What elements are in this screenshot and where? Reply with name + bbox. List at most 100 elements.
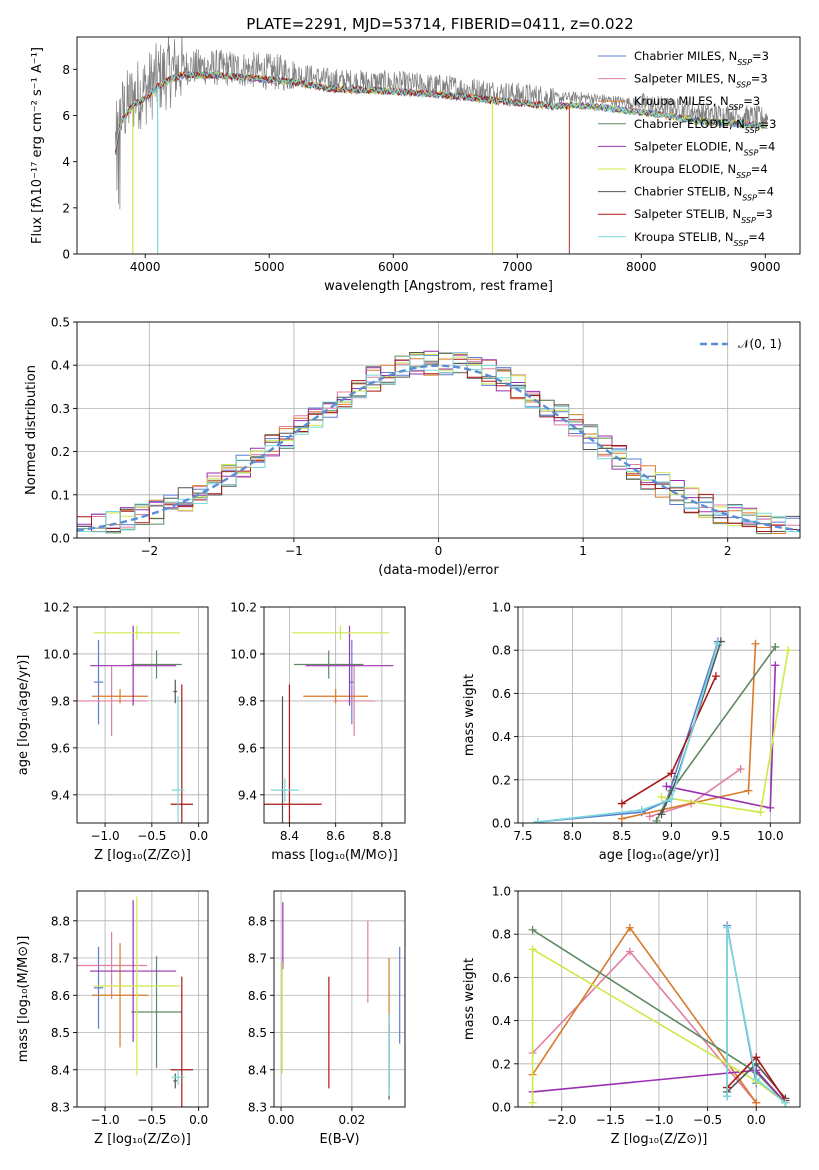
- panel-mass_weight_vs_Z: −2.0 −1.5 −1.0 −0.5 0.0 0.0 0.2 0.4 0.6 0.8 1.0 Z […: [462, 885, 801, 1147]
- weight-marker-kroupa_stelib: [723, 1092, 732, 1101]
- weight-marker-kroupa_stelib: [637, 806, 646, 815]
- x-tick-label: 9000: [750, 260, 781, 274]
- panel-age_vs_Z: −1.0 −0.5 0.0 9.4 9.6 9.8 10.0 10.2 Z [log₁₀(Z/Z…: [16, 601, 209, 863]
- y-tick-label: 9.4: [238, 788, 257, 802]
- grid: [518, 606, 800, 824]
- x-axis-label: wavelength [Angstrom, rest frame]: [324, 279, 553, 294]
- spectrum-model-salpeter_stelib: [114, 70, 570, 254]
- legend-label-kroupa_elodie: Kroupa ELODIE, NSSP=4: [634, 162, 768, 180]
- y-tick-label: 0.2: [492, 773, 511, 787]
- x-tick-label: 8.5: [612, 829, 631, 843]
- plot-area: [264, 625, 394, 823]
- x-tick-label: 0.02: [339, 1113, 366, 1127]
- weight-marker-chabrier_elodie: [771, 642, 780, 651]
- grid: [77, 606, 208, 823]
- x-tick-label: −0.5: [137, 1113, 166, 1127]
- y-axis-label: mass weight: [462, 674, 477, 756]
- y-tick-label: 8.7: [51, 952, 70, 966]
- spectrum-legend: Chabrier MILES, NSSP=3 Salpeter MILES, NS…: [598, 49, 776, 247]
- x-tick-label: 6000: [378, 260, 409, 274]
- x-tick-label: 0.0: [747, 1113, 766, 1127]
- weight-marker-kroupa_stelib: [781, 1098, 790, 1107]
- y-tick-label: 0.6: [492, 687, 511, 701]
- y-tick-label: 8.3: [248, 1101, 267, 1115]
- x-axis-label: (data-model)/error: [378, 563, 499, 578]
- spectrum-data-line: [115, 37, 769, 210]
- weight-marker-kroupa_elodie: [657, 793, 666, 802]
- y-tick-label: 0.6: [492, 971, 511, 985]
- weight-marker-salpeter_stelib: [752, 1053, 761, 1062]
- axes-frame: [517, 606, 801, 824]
- x-axis-label: Z [log₁₀(Z/Z⊙)]: [94, 848, 191, 863]
- weight-marker-kroupa_miles: [625, 923, 634, 932]
- x-tick-label: 8000: [626, 260, 657, 274]
- weight-line-kroupa_stelib: [726, 927, 786, 1104]
- histogram-kroupa_stelib: [77, 352, 800, 533]
- weight-marker-kroupa_miles: [744, 786, 753, 795]
- grid: [274, 891, 405, 1108]
- legend-label-chabrier_elodie: Chabrier ELODIE, NSSP=3: [634, 117, 776, 135]
- y-tick-label: 8.5: [51, 1026, 70, 1040]
- y-tick-label: 0.4: [51, 359, 70, 373]
- x-tick-label: 8.4: [280, 829, 299, 843]
- y-axis-label: mass weight: [462, 958, 477, 1040]
- legend-tail: =3: [743, 94, 760, 108]
- weight-line-chabrier_miles: [537, 641, 719, 823]
- legend-subscript: SSP: [745, 125, 760, 134]
- y-tick-label: 1.0: [492, 885, 511, 899]
- axes-frame: [263, 606, 406, 824]
- x-tick-label: 9.5: [711, 829, 730, 843]
- legend-label-salpeter_stelib: Salpeter STELIB, NSSP=3: [634, 207, 773, 225]
- legend-tail: =4: [748, 230, 765, 244]
- legend-subscript: SSP: [734, 238, 749, 247]
- y-axis-label: mass [log₁₀(M/M⊙)]: [16, 936, 31, 1063]
- x-tick-label: 0.0: [189, 829, 208, 843]
- weight-line-kroupa_stelib: [537, 643, 719, 823]
- legend-tail: =4: [758, 139, 775, 153]
- grid: [77, 891, 208, 1108]
- weight-marker-kroupa_elodie: [784, 646, 793, 655]
- y-axis-label: Flux [fλ10⁻¹⁷ erg cm⁻² s⁻¹ A⁻¹]: [30, 47, 45, 244]
- x-tick-label: 9.0: [662, 829, 681, 843]
- weight-marker-kroupa_miles: [751, 639, 760, 648]
- y-tick-label: 9.8: [51, 694, 70, 708]
- weight-marker-kroupa_miles: [752, 1098, 761, 1107]
- y-tick-label: 9.6: [51, 741, 70, 755]
- y-tick-label: 10.0: [230, 647, 257, 661]
- y-tick-label: 0.4: [492, 730, 511, 744]
- weight-marker-salpeter_stelib: [617, 799, 626, 808]
- x-axis-label: Z [log₁₀(Z/Z⊙)]: [611, 1132, 708, 1147]
- legend-subscript: SSP: [741, 216, 756, 225]
- y-tick-label: 8.8: [51, 914, 70, 928]
- y-tick-label: 9.8: [238, 694, 257, 708]
- x-axis-label: Z [log₁₀(Z/Z⊙)]: [94, 1132, 191, 1147]
- panel-mass_vs_ebv: 0.00 0.02 8.3 8.4 8.5 8.6 8.7 8.8 E(B-V): [248, 890, 406, 1147]
- legend-label-salpeter_miles: Salpeter MILES, NSSP=3: [634, 72, 768, 90]
- plot-area: [533, 637, 793, 823]
- y-tick-label: 0.0: [492, 817, 511, 831]
- axes-frame: [76, 36, 801, 255]
- legend-tail: =3: [752, 49, 769, 63]
- weight-marker-salpeter_stelib: [667, 769, 676, 778]
- y-tick-label: 0.5: [51, 316, 70, 330]
- y-tick-label: 10.2: [43, 601, 70, 615]
- y-axis-label: age [log₁₀(age/yr)]: [16, 655, 31, 776]
- weight-line-kroupa_elodie: [531, 947, 786, 1104]
- y-tick-label: 8.4: [248, 1063, 267, 1077]
- legend-subscript: SSP: [744, 148, 759, 157]
- plot-area: [77, 896, 194, 1107]
- panel-mass_vs_Z: −1.0 −0.5 0.0 8.3 8.4 8.5 8.6 8.7 8.8 Z [log₁₀(Z/…: [16, 890, 209, 1147]
- y-tick-label: 0.8: [492, 928, 511, 942]
- weight-marker-salpeter_elodie: [771, 661, 780, 670]
- plot-area: [77, 350, 800, 535]
- y-tick-label: 0.3: [51, 402, 70, 416]
- legend-label-chabrier_stelib: Chabrier STELIB, NSSP=4: [634, 185, 774, 203]
- x-tick-label: 7.5: [513, 829, 532, 843]
- legend-label-salpeter_elodie: Salpeter ELODIE, NSSP=4: [634, 139, 775, 157]
- x-tick-label: 0: [435, 544, 443, 558]
- x-tick-label: 1: [579, 544, 587, 558]
- legend-label-kroupa_stelib: Kroupa STELIB, NSSP=4: [634, 230, 765, 248]
- x-tick-label: −1.0: [91, 829, 120, 843]
- weight-marker-chabrier_elodie: [652, 816, 661, 823]
